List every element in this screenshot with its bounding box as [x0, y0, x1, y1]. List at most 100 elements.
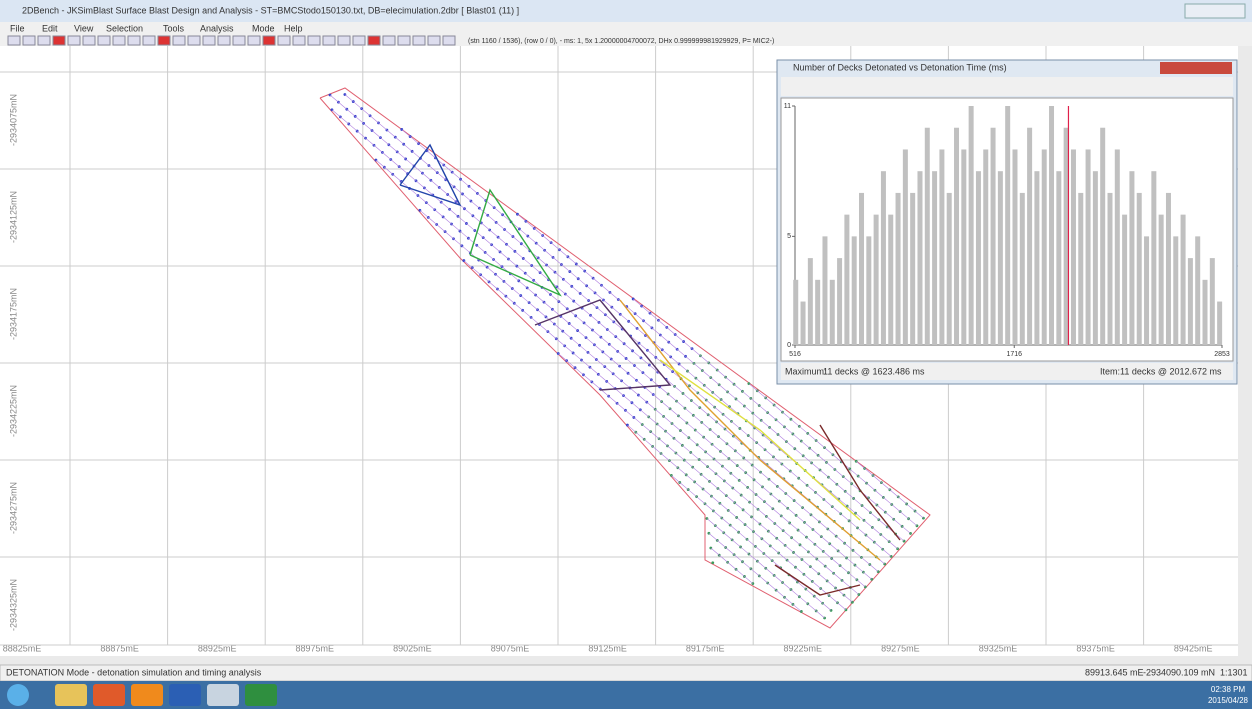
window-controls[interactable]	[1185, 4, 1245, 18]
bar	[830, 280, 835, 345]
taskbar-app[interactable]	[207, 684, 239, 706]
start-button[interactable]	[7, 684, 29, 706]
status-northing: -2934090.109 mN	[1143, 667, 1215, 677]
bar	[1071, 149, 1076, 345]
bar	[1100, 128, 1105, 345]
horizontal-scrollbar[interactable]	[0, 656, 1252, 665]
toolbar-button[interactable]	[173, 36, 185, 45]
toolbar-button[interactable]	[8, 36, 20, 45]
toolbar-button[interactable]	[428, 36, 440, 45]
y-coord-label: -2934125mN	[8, 191, 18, 243]
bar	[1107, 193, 1112, 345]
status-scale: 1:1301	[1220, 667, 1248, 677]
x-tick-label: 2853	[1214, 351, 1230, 358]
popup-controls[interactable]	[1160, 62, 1232, 74]
menu-item[interactable]: Help	[284, 23, 303, 33]
menu-item[interactable]: View	[74, 23, 94, 33]
y-coord-label: -2934225mN	[8, 385, 18, 437]
toolbar-button[interactable]	[443, 36, 455, 45]
bar	[844, 215, 849, 345]
toolbar-button[interactable]	[128, 36, 140, 45]
bar	[1151, 171, 1156, 345]
vertical-scrollbar[interactable]	[1238, 46, 1252, 656]
bar	[1144, 236, 1149, 345]
y-coord-label: -2934275mN	[8, 482, 18, 534]
y-tick-label: 5	[787, 233, 791, 240]
taskbar-media[interactable]	[93, 684, 125, 706]
window-title: 2DBench - JKSimBlast Surface Blast Desig…	[22, 5, 519, 15]
bar	[1012, 149, 1017, 345]
toolbar-button[interactable]	[293, 36, 305, 45]
toolbar-button[interactable]	[413, 36, 425, 45]
toolbar-button[interactable]	[263, 36, 275, 45]
bar	[954, 128, 959, 345]
toolbar-button[interactable]	[53, 36, 65, 45]
toolbar-button[interactable]	[218, 36, 230, 45]
toolbar-button[interactable]	[68, 36, 80, 45]
bar	[859, 193, 864, 345]
bar	[961, 149, 966, 345]
taskbar-explorer[interactable]	[55, 684, 87, 706]
blast-hole	[711, 561, 714, 564]
bar	[1034, 171, 1039, 345]
item-label: Item:	[1100, 366, 1120, 376]
bar	[1166, 193, 1171, 345]
bar	[903, 149, 908, 345]
y-tick-label: 11	[784, 103, 791, 110]
toolbar-button[interactable]	[308, 36, 320, 45]
toolbar-button[interactable]	[383, 36, 395, 45]
bar	[801, 302, 806, 345]
toolbar-button[interactable]	[353, 36, 365, 45]
bar	[925, 128, 930, 345]
bar	[852, 236, 857, 345]
toolbar-button[interactable]	[233, 36, 245, 45]
bar	[969, 106, 974, 345]
toolbar-button[interactable]	[158, 36, 170, 45]
bar	[808, 258, 813, 345]
bar	[1086, 149, 1091, 345]
menu-item[interactable]: Tools	[163, 23, 185, 33]
y-tick-label: 0	[787, 342, 791, 349]
bar	[896, 193, 901, 345]
toolbar-status: (stn 1160 / 1536), (row 0 / 0), - ms: 1,…	[468, 38, 774, 45]
bar	[866, 236, 871, 345]
popup-toolbar	[781, 77, 1233, 96]
y-coord-label: -2934325mN	[8, 579, 18, 631]
toolbar-button[interactable]	[23, 36, 35, 45]
taskbar-excel[interactable]	[245, 684, 277, 706]
toolbar-button[interactable]	[338, 36, 350, 45]
toolbar-button[interactable]	[248, 36, 260, 45]
screen: 2DBench - JKSimBlast Surface Blast Desig…	[0, 0, 1252, 709]
bar	[998, 171, 1003, 345]
menu-item[interactable]: Mode	[252, 23, 275, 33]
bar	[1049, 106, 1054, 345]
menu-item[interactable]: File	[10, 23, 25, 33]
toolbar-button[interactable]	[203, 36, 215, 45]
x-tick-label: 1716	[1006, 351, 1022, 358]
toolbar-button[interactable]	[98, 36, 110, 45]
toolbar-button[interactable]	[323, 36, 335, 45]
toolbar-button[interactable]	[188, 36, 200, 45]
toolbar-button[interactable]	[83, 36, 95, 45]
bar	[917, 171, 922, 345]
bar	[1042, 149, 1047, 345]
bar	[1115, 149, 1120, 345]
toolbar-button[interactable]	[278, 36, 290, 45]
toolbar-button[interactable]	[143, 36, 155, 45]
bar	[1203, 280, 1208, 345]
taskbar-word[interactable]	[169, 684, 201, 706]
bar	[1210, 258, 1215, 345]
menu-item[interactable]: Selection	[106, 23, 143, 33]
menu-item[interactable]: Analysis	[200, 23, 234, 33]
toolbar-button[interactable]	[368, 36, 380, 45]
toolbar-button[interactable]	[113, 36, 125, 45]
status-mode: DETONATION Mode - detonation simulation …	[6, 667, 262, 677]
taskbar-outlook[interactable]	[131, 684, 163, 706]
menu-item[interactable]: Edit	[42, 23, 58, 33]
toolbar-button[interactable]	[398, 36, 410, 45]
bar	[939, 149, 944, 345]
bar	[1217, 302, 1222, 345]
maximum-label: Maximum:	[785, 366, 827, 376]
toolbar-button[interactable]	[38, 36, 50, 45]
bar	[1195, 236, 1200, 345]
